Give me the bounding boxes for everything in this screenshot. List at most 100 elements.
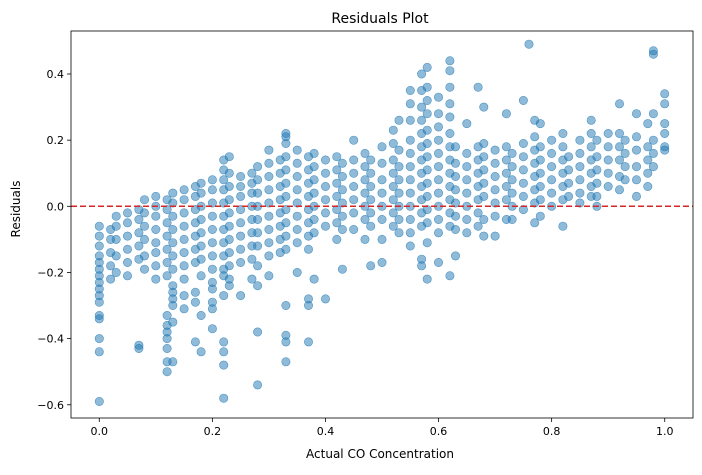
scatter-point — [603, 182, 613, 192]
scatter-point — [586, 142, 596, 152]
scatter-point — [320, 294, 330, 304]
scatter-point — [405, 175, 415, 185]
scatter-point — [405, 86, 415, 96]
scatter-point — [207, 264, 217, 274]
scatter-point — [631, 132, 641, 142]
scatter-point — [535, 211, 545, 221]
scatter-point — [179, 248, 189, 258]
x-tick-label: 1.0 — [656, 425, 674, 438]
scatter-point — [564, 191, 574, 201]
scatter-point — [179, 195, 189, 205]
scatter-point — [366, 195, 376, 205]
scatter-point — [422, 238, 432, 248]
scatter-point — [462, 215, 472, 225]
scatter-point — [151, 211, 161, 221]
scatter-point — [445, 66, 455, 76]
scatter-point — [586, 115, 596, 125]
scatter-point — [94, 347, 104, 357]
scatter-point — [422, 96, 432, 106]
scatter-point — [224, 221, 234, 231]
plot-frame — [70, 30, 694, 419]
scatter-point — [207, 185, 217, 195]
scatter-point — [168, 264, 178, 274]
scatter-point — [94, 251, 104, 261]
scatter-point — [151, 225, 161, 235]
scatter-point — [349, 135, 359, 145]
scatter-point — [140, 251, 150, 261]
scatter-point — [394, 215, 404, 225]
scatter-point — [224, 152, 234, 162]
scatter-point — [445, 82, 455, 92]
scatter-point — [349, 208, 359, 218]
scatter-point — [490, 231, 500, 241]
scatter-point — [337, 225, 347, 235]
scatter-point — [433, 162, 443, 172]
scatter-point — [224, 195, 234, 205]
y-axis-label: Residuals — [9, 181, 23, 238]
y-axis-ticks: −0.6 −0.4 −0.2 0.0 0.2 0.4 — [37, 68, 71, 412]
scatter-point — [433, 92, 443, 102]
scatter-point — [281, 205, 291, 215]
scatter-point — [309, 162, 319, 172]
scatter-point — [360, 162, 370, 172]
scatter-point — [292, 185, 302, 195]
scatter-point — [535, 168, 545, 178]
scatter-point — [196, 188, 206, 198]
scatter-point — [162, 231, 172, 241]
scatter-point — [123, 271, 133, 281]
scatter-point — [168, 357, 178, 367]
scatter-point — [281, 152, 291, 162]
x-tick-label: 0.4 — [317, 425, 335, 438]
scatter-point — [190, 297, 200, 307]
scatter-point — [501, 195, 511, 205]
scatter-point — [490, 145, 500, 155]
scatter-point — [162, 271, 172, 281]
scatter-point — [433, 135, 443, 145]
scatter-point — [168, 188, 178, 198]
scatter-point — [462, 148, 472, 158]
scatter-point — [236, 182, 246, 192]
scatter-point — [337, 158, 347, 168]
scatter-point — [433, 228, 443, 238]
scatter-point — [631, 175, 641, 185]
scatter-point — [309, 274, 319, 284]
scatter-point — [292, 158, 302, 168]
scatter-point — [179, 261, 189, 271]
scatter-point — [196, 241, 206, 251]
scatter-point — [388, 208, 398, 218]
scatter-point — [648, 109, 658, 119]
scatter-point — [479, 191, 489, 201]
scatter-point — [490, 158, 500, 168]
scatter-point — [94, 396, 104, 406]
scatter-point — [292, 172, 302, 182]
scatter-point — [264, 172, 274, 182]
scatter-point — [264, 198, 274, 208]
scatter-point — [377, 215, 387, 225]
scatter-point — [660, 145, 670, 155]
scatter-point — [309, 188, 319, 198]
scatter-point — [450, 211, 460, 221]
scatter-point — [479, 215, 489, 225]
scatter-point — [281, 357, 291, 367]
scatter-point — [168, 317, 178, 327]
scatter-point — [349, 168, 359, 178]
scatter-point — [417, 69, 427, 79]
scatter-point — [207, 198, 217, 208]
scatter-point — [660, 119, 670, 129]
scatter-point — [281, 337, 291, 347]
scatter-point — [479, 102, 489, 112]
scatter-point — [473, 82, 483, 92]
scatter-point — [236, 291, 246, 301]
scatter-point — [530, 218, 540, 228]
scatter-point — [501, 155, 511, 165]
scatter-point — [224, 234, 234, 244]
scatter-point — [479, 231, 489, 241]
scatter-point — [332, 205, 342, 215]
scatter-point — [264, 185, 274, 195]
scatter-point — [518, 139, 528, 149]
scatter-point — [377, 188, 387, 198]
scatter-point — [332, 191, 342, 201]
scatter-point — [450, 225, 460, 235]
scatter-point — [445, 56, 455, 66]
scatter-point — [111, 251, 121, 261]
